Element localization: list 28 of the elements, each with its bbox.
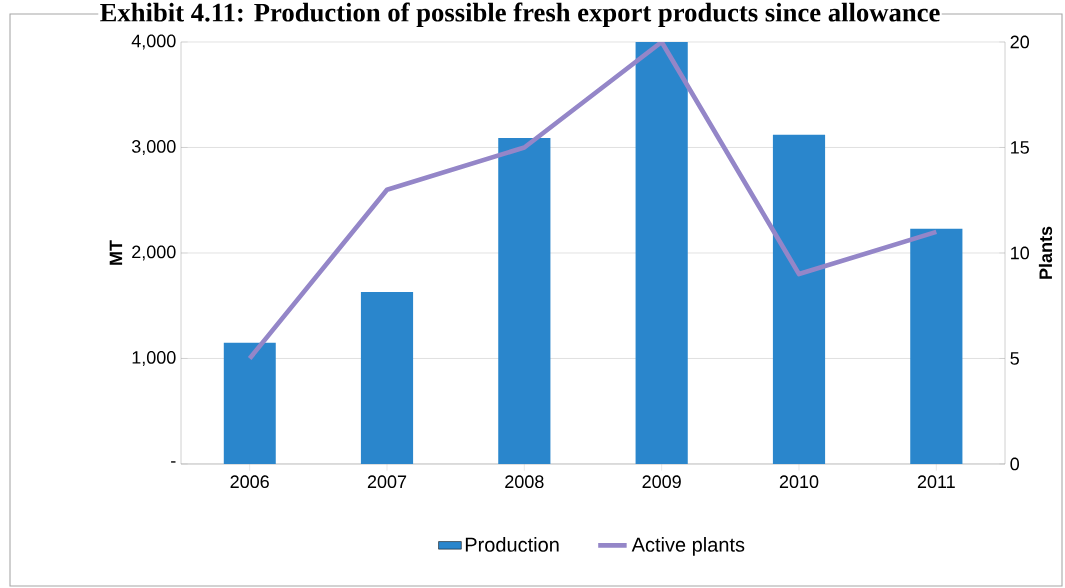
y-tick-label: 1,000 (132, 351, 176, 366)
x-tick-label: 2009 (642, 475, 681, 489)
x-tick-label: 2010 (779, 475, 819, 489)
y-tick-label: - (171, 461, 176, 463)
y2-tick-label: 10 (1011, 246, 1030, 260)
y2-tick-label: 5 (1010, 352, 1019, 365)
chart-title: Exhibit 4.11: Production of possible fresh export products since allowance (100, 2, 940, 28)
x-tick-label: 2011 (917, 475, 955, 489)
y2-tick-label: 0 (1010, 457, 1020, 471)
y2-axis-title: Plants (1038, 226, 1053, 279)
x-tick-label: 2007 (367, 475, 407, 489)
y2-tick-label: 20 (1010, 35, 1030, 49)
y-tick-label: 3,000 (131, 140, 176, 155)
line-series (247, 41, 939, 361)
bar (223, 342, 276, 464)
bar (772, 134, 826, 464)
bar (498, 138, 551, 464)
bar (635, 41, 688, 464)
bar (910, 228, 963, 464)
x-tick-label: 2006 (230, 475, 269, 489)
legend-label: Active plants (631, 537, 745, 556)
bar (360, 292, 414, 464)
y-axis-title: MT (109, 240, 123, 265)
x-tick-label: 2008 (505, 475, 544, 489)
y-tick-label: 4,000 (131, 34, 176, 50)
y2-tick-label: 15 (1011, 141, 1029, 154)
y-tick-label: 2,000 (132, 245, 176, 261)
legend-label: Production (465, 537, 559, 552)
